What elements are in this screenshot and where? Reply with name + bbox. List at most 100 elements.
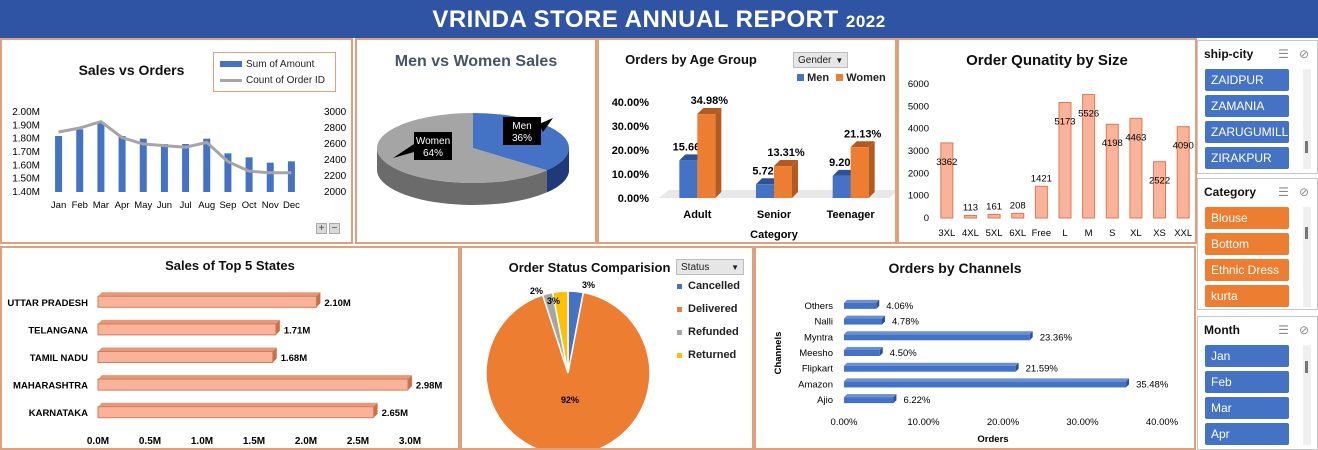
gender-filter-dropdown[interactable]: Gender ▼ <box>793 52 849 68</box>
data-label: 1.68M <box>281 353 307 364</box>
order-status-panel[interactable]: Order Status Comparision Status ▼ 3% 92% 2%… <box>460 246 754 450</box>
slicer-item[interactable]: Apr <box>1205 423 1289 445</box>
collapse-button[interactable]: − <box>329 223 340 234</box>
slicer-title: Category <box>1204 185 1257 199</box>
bar-side <box>373 402 378 418</box>
multi-select-icon[interactable]: ☰ <box>1278 185 1289 199</box>
clear-filter-icon[interactable]: ⊘ <box>1298 323 1309 337</box>
slicer-title: Month <box>1204 323 1240 337</box>
bar-amount <box>224 153 232 192</box>
y-tick-label: 1.60M <box>12 160 40 171</box>
size-bar <box>1011 212 1025 219</box>
slicer-scrollbar[interactable] <box>1303 207 1311 307</box>
orders-by-channels-panel[interactable]: Orders by Channels Others 4.06% Nalli 4.78%… <box>754 246 1196 450</box>
x-tick-label: XL <box>1130 228 1142 239</box>
bar-men <box>679 160 698 198</box>
slicer-ship-city[interactable]: ship-city ☰ ⊘ ZAIDPUR ZAMANIA ZARUGUMILLI… <box>1197 40 1318 174</box>
bar-top <box>844 331 1033 335</box>
men-box <box>503 117 541 145</box>
x-tick-label: Jun <box>157 200 172 211</box>
slicer-item[interactable]: Jan <box>1205 345 1289 367</box>
clear-filter-icon[interactable]: ⊘ <box>1298 185 1309 199</box>
bar-top <box>697 108 722 115</box>
x-tick-label: 20.00% <box>987 417 1020 428</box>
y2-tick-label: 2400 <box>324 155 347 166</box>
bar-side <box>882 315 886 325</box>
legend-swatch <box>677 352 682 358</box>
expand-button[interactable]: + <box>316 223 327 234</box>
multi-select-icon[interactable]: ☰ <box>1278 323 1289 337</box>
data-label: 2522 <box>1149 176 1170 187</box>
bar-top <box>832 169 857 176</box>
slicer-item[interactable]: Mar <box>1205 397 1289 419</box>
size-bar <box>940 142 954 219</box>
y2-tick-label: 3000 <box>324 107 347 118</box>
y-tick-label: 20.00% <box>612 145 650 157</box>
slicer-item[interactable]: ZAIDPUR <box>1205 69 1289 91</box>
slicer-category[interactable]: Category ☰ ⊘ Blouse Bottom Ethnic Dress k… <box>1197 178 1318 310</box>
slicer-item[interactable]: ZIRAKPUR <box>1205 147 1289 169</box>
data-label: 3% <box>582 280 595 290</box>
filter-label: Gender <box>798 55 832 66</box>
slicer-item[interactable]: ZAMANIA <box>1205 95 1289 117</box>
slicer-item[interactable]: Bottom <box>1205 233 1289 255</box>
chart-title: Men vs Women Sales <box>394 53 558 70</box>
bar-top <box>844 315 886 319</box>
y-tick-label: 30.00% <box>612 121 650 133</box>
slicer-scrollbar[interactable] <box>1303 69 1311 169</box>
women-label: Women <box>416 136 450 147</box>
status-filter-dropdown[interactable]: Status ▼ <box>676 259 744 275</box>
x-tick-label: 1.0M <box>191 436 213 447</box>
orders-by-age-panel[interactable]: Orders by Age Group Gender ▼ Men Women 40… <box>597 38 897 244</box>
legend-label: Refunded <box>688 326 739 338</box>
qty-by-size-panel[interactable]: Order Qunatity by Size 6000 5000 4000 3000 2… <box>897 38 1197 244</box>
bar-top <box>844 362 1019 366</box>
multi-select-icon[interactable]: ☰ <box>1278 47 1289 61</box>
slicer-item[interactable]: Feb <box>1205 371 1289 393</box>
slicer-item[interactable]: Blouse <box>1205 207 1289 229</box>
y-tick-label: Nalli <box>815 317 833 328</box>
bar-top <box>98 292 321 297</box>
slicer-item[interactable]: Ethnic Dress <box>1205 259 1289 281</box>
x-tick-label: 5XL <box>986 228 1003 239</box>
chevron-down-icon: ▼ <box>835 56 844 65</box>
state-bar <box>97 406 375 419</box>
bar-amount <box>55 136 63 192</box>
slicer-month[interactable]: Month ☰ ⊘ Jan Feb Mar Apr <box>1197 316 1318 450</box>
bar-side <box>879 347 883 356</box>
legend-label: Women <box>846 72 886 84</box>
bar-top <box>850 141 875 148</box>
data-label: 5526 <box>1078 109 1099 120</box>
bar-side <box>868 141 875 198</box>
size-bar <box>987 213 1001 219</box>
legend-swatch <box>836 74 844 81</box>
y2-tick-label: 2200 <box>324 171 347 182</box>
legend-label: Count of Order ID <box>246 74 325 86</box>
data-label: 208 <box>1010 200 1026 211</box>
data-label: 21.59% <box>1026 364 1059 375</box>
state-bar <box>97 295 317 308</box>
x-tick-label: May <box>134 200 152 211</box>
sales-vs-orders-panel[interactable]: Sales vs Orders Sum of Amount Count of O… <box>0 38 353 244</box>
sales-vs-orders-plot: 2.00M 1.90M 1.80M 1.70M 1.60M 1.50M 1.40M 3000 2… <box>12 107 347 211</box>
chart-title: Orders by Channels <box>888 260 1022 276</box>
bar-top <box>98 375 412 380</box>
slicer-scrollbar[interactable] <box>1303 345 1311 445</box>
y-tick-label: 1.90M <box>12 120 40 131</box>
clear-filter-icon[interactable]: ⊘ <box>1298 47 1309 61</box>
x-tick-label: Free <box>1032 228 1052 239</box>
y-tick-label: 2000 <box>908 168 929 179</box>
data-label: 4463 <box>1125 132 1146 143</box>
y-tick-label: TAMIL NADU <box>30 353 88 364</box>
slicer-item[interactable]: kurta <box>1205 285 1289 307</box>
y-tick-label: Others <box>804 301 833 312</box>
bar-amount <box>160 144 168 192</box>
slicer-item[interactable]: ZARUGUMILLI <box>1205 121 1292 143</box>
men-vs-women-panel[interactable]: Men vs Women Sales Men 36% Women 64% <box>355 38 597 244</box>
women-slice-side <box>377 148 547 206</box>
top5-states-panel[interactable]: Sales of Top 5 States UTTAR PRADESH 2.10M… <box>0 246 460 450</box>
bar-amount <box>266 162 274 192</box>
y-tick-label: Myntra <box>804 332 834 343</box>
x-tick-label: Senior <box>757 209 792 221</box>
x-tick-label: M <box>1085 228 1093 239</box>
